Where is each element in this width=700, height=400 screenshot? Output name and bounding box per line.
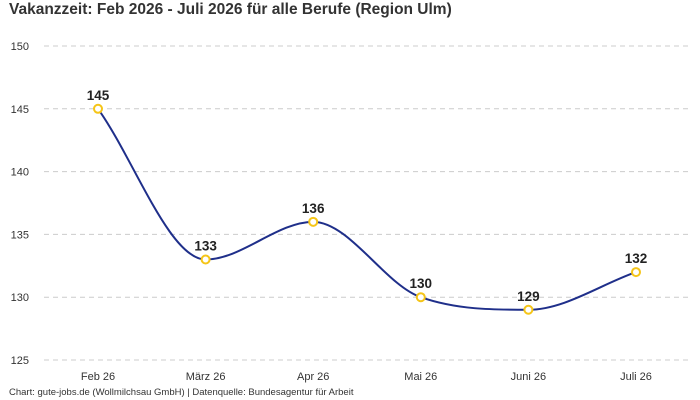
x-tick-label: Apr 26 [297,371,329,383]
x-tick-label: Feb 26 [81,371,115,383]
data-label: 132 [625,251,648,266]
data-point[interactable] [523,304,534,315]
markers [93,103,641,315]
data-point[interactable] [93,103,103,114]
chart-title: Vakanzzeit: Feb 2026 - Juli 2026 für all… [9,1,452,18]
data-point[interactable] [308,216,319,227]
chart-footer: Chart: gute-jobs.de (Wollmilchsau GmbH) … [9,387,354,398]
x-tick-label: März 26 [186,371,226,383]
y-tick-label: 150 [11,41,29,53]
data-point[interactable] [415,292,426,303]
data-label: 133 [194,239,217,254]
x-tick-label: Juni 26 [511,371,546,383]
x-axis: Feb 26 März 26 Apr 26 Mai 26 Juni 26 Juli 26 [81,371,652,383]
data-label: 129 [517,289,540,304]
data-label: 145 [87,88,110,103]
data-point[interactable] [631,267,641,278]
y-tick-label: 125 [11,355,29,367]
data-labels: 145 133 136 130 129 132 [87,88,648,304]
gridlines [44,45,692,361]
data-point[interactable] [200,254,211,265]
y-tick-label: 135 [11,229,29,241]
y-tick-label: 140 [11,167,29,179]
y-axis: 125 130 135 140 145 150 [11,41,29,367]
y-tick-label: 130 [11,292,29,304]
series-line [97,107,637,311]
series-line-layer [97,107,637,311]
x-tick-label: Mai 26 [404,371,437,383]
y-tick-label: 145 [11,104,29,116]
data-label: 130 [410,276,433,291]
data-label: 136 [302,201,325,216]
x-tick-label: Juli 26 [620,371,652,383]
